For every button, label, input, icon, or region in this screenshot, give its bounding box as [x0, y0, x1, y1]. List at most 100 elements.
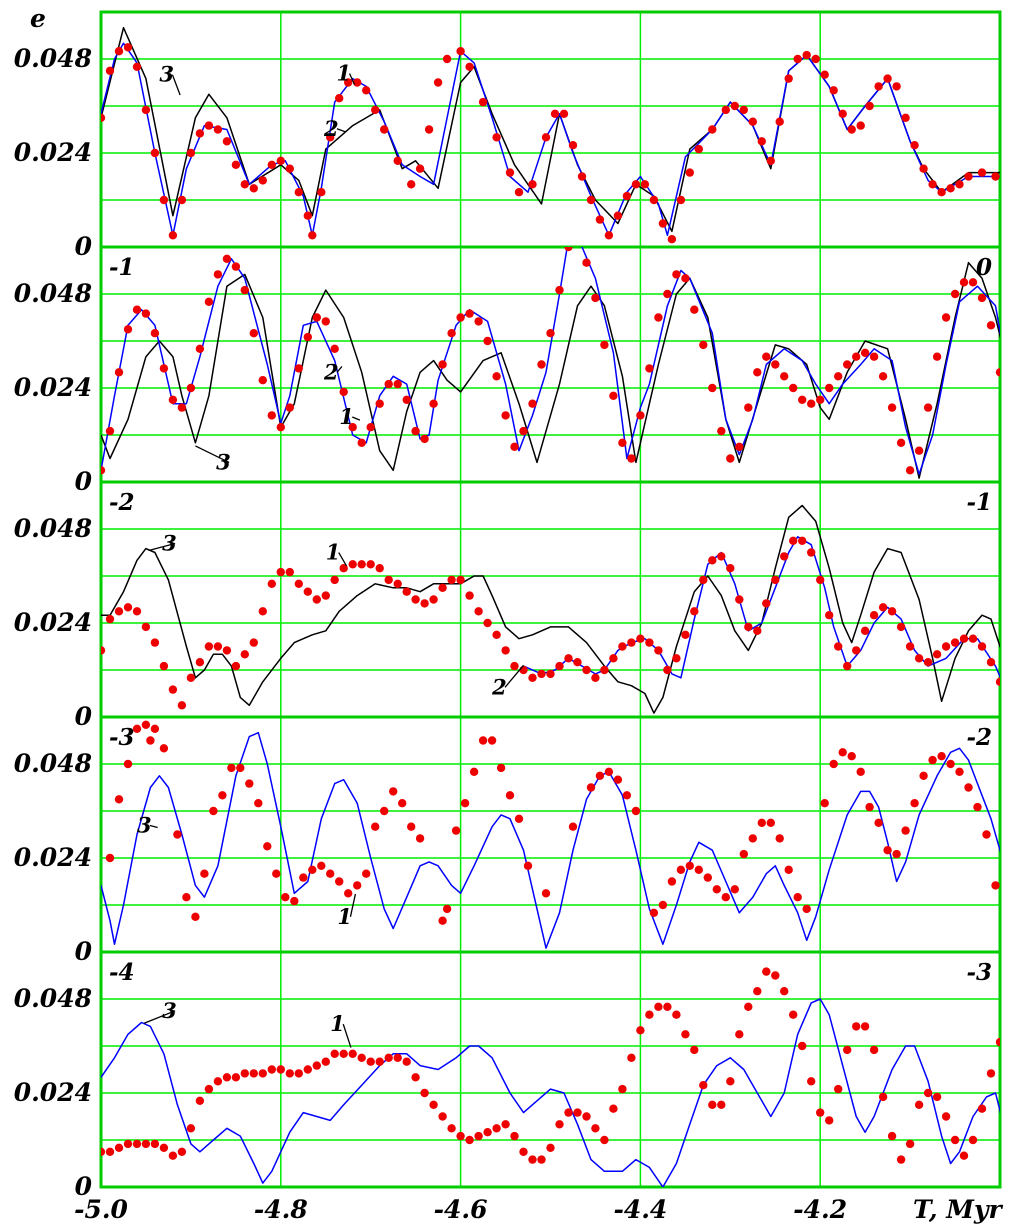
series-1-point	[604, 767, 614, 776]
y-tick-label: 0	[75, 232, 93, 261]
panel-left-label: -1	[109, 254, 135, 281]
series-1-point	[474, 607, 483, 616]
series-1-point	[793, 54, 802, 64]
series-1-point	[968, 1135, 978, 1145]
series-1-point	[195, 129, 205, 138]
annotation-leader	[349, 893, 357, 917]
series-1-point	[865, 101, 874, 111]
annotation-leader	[342, 1023, 352, 1048]
series-1-point	[465, 591, 474, 600]
series-1-point	[672, 270, 681, 279]
series-1-point	[474, 1131, 483, 1141]
series-3-line	[101, 731, 1000, 949]
series-2-line	[101, 42, 1000, 237]
y-tick-label: 0.024	[14, 843, 92, 872]
series-1-point	[353, 881, 362, 890]
series-1-point	[429, 399, 438, 408]
series-1-point	[429, 1100, 438, 1110]
series-1-point	[735, 595, 744, 604]
series-1-point	[339, 564, 348, 573]
panel-frame	[99, 715, 1002, 954]
series-1-point	[995, 368, 1000, 377]
series-1-point	[860, 1022, 870, 1031]
panel-left-label: -3	[109, 724, 135, 751]
series-1-point	[789, 1010, 798, 1019]
series-1-point	[456, 1131, 465, 1141]
curve-label-3: 3	[216, 449, 231, 474]
series-1-point	[141, 622, 151, 632]
series-1-point	[173, 830, 182, 839]
series-1-point	[321, 591, 330, 600]
series-1-point	[384, 1053, 393, 1063]
series-1-point	[735, 442, 744, 451]
series-1-point	[487, 736, 497, 745]
series-1-point	[816, 575, 825, 585]
curve-label-1: 1	[337, 61, 352, 86]
x-tick-label: -4.8	[254, 1195, 308, 1224]
series-1-point	[703, 873, 712, 882]
series-1-point	[910, 799, 919, 808]
series-1-point	[537, 360, 546, 369]
series-1-point	[272, 869, 281, 878]
series-1-point	[739, 849, 748, 859]
series-1-point	[303, 587, 312, 596]
series-1-point	[753, 626, 762, 635]
series-1-point	[591, 293, 600, 303]
series-1-point	[308, 231, 317, 240]
curve-label-3: 3	[162, 531, 177, 556]
series-1-point	[905, 466, 915, 475]
series-1-point	[690, 607, 699, 616]
series-1-point	[114, 47, 124, 56]
series-1-point	[1000, 881, 1008, 889]
series-1-point	[919, 771, 928, 780]
series-1-point	[438, 1112, 447, 1121]
curve-label-1: 1	[339, 404, 354, 429]
series-1-point	[995, 677, 1000, 686]
panel-left-label: -2	[109, 489, 135, 516]
series-1-point	[132, 724, 142, 733]
series-3-line	[101, 261, 1000, 479]
series-1-point	[501, 1120, 510, 1129]
series-1-point	[393, 379, 402, 389]
series-1-point	[105, 66, 115, 76]
annotation-leader	[143, 1010, 176, 1024]
series-1-point	[699, 340, 708, 350]
series-1-point	[330, 1049, 339, 1059]
series-1-point	[568, 141, 578, 150]
series-1-point	[380, 125, 389, 134]
series-1-point	[968, 634, 978, 643]
series-1-point	[1005, 407, 1013, 415]
annotation-leader	[195, 445, 230, 464]
series-1-point	[869, 611, 879, 620]
series-1-point	[353, 78, 362, 87]
series-1-point	[932, 352, 942, 361]
series-1-point	[618, 438, 627, 447]
series-1-point	[267, 1065, 276, 1074]
series-1-point	[375, 399, 384, 408]
series-1-point	[955, 767, 964, 776]
series-1-point	[398, 799, 407, 808]
series-1-point	[204, 297, 214, 306]
series-1-point	[699, 575, 708, 585]
series-1-point	[240, 650, 249, 659]
series-1-point	[905, 642, 915, 651]
series-1-point	[636, 1026, 645, 1035]
series-1-point	[195, 1096, 205, 1106]
series-1-point	[249, 638, 258, 647]
series-1-point	[303, 1065, 312, 1074]
series-1-point	[852, 352, 861, 361]
series-1-point	[182, 893, 191, 902]
x-tick-label: -4.4	[613, 1195, 667, 1224]
series-1-point	[663, 289, 672, 299]
series-1-point	[204, 121, 214, 130]
series-1-point	[501, 411, 510, 420]
series-1-point	[744, 622, 753, 632]
series-1-point	[501, 646, 510, 655]
series-1-point	[896, 438, 906, 447]
series-1-point	[708, 125, 717, 134]
y-tick-label: 0	[75, 467, 93, 496]
series-1-point	[348, 1049, 357, 1059]
series-1-point	[114, 607, 124, 616]
series-1-point	[784, 865, 793, 874]
series-1-point	[442, 54, 452, 64]
